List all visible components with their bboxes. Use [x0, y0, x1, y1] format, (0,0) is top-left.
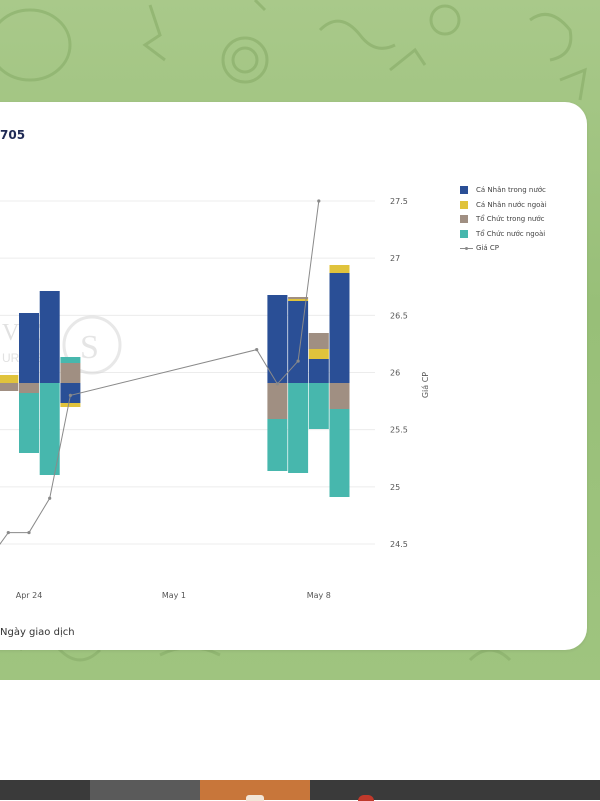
legend-item[interactable]: Cá Nhân trong nước: [460, 183, 600, 198]
legend-label: Cá Nhân trong nước: [476, 186, 546, 195]
legend-swatch: [460, 229, 468, 238]
x-tick-label: May 1: [162, 591, 186, 600]
y-tick-label: 25: [390, 483, 400, 492]
legend-label: Tổ Chức trong nước: [476, 215, 545, 224]
bar-segment: [329, 273, 350, 383]
bar-segment: [60, 363, 81, 383]
bar-segment: [19, 383, 39, 393]
price-point: [296, 359, 300, 363]
legend-swatch: [460, 186, 468, 195]
taskbar-item-active[interactable]: [200, 780, 310, 800]
price-point: [255, 348, 259, 352]
app-icon: [246, 795, 264, 801]
legend-label: Cá Nhân nước ngoài: [476, 200, 547, 209]
y-tick-label: 24.5: [390, 540, 408, 549]
bar-segment: [308, 383, 329, 429]
y-axis-title: Giá CP: [421, 372, 430, 398]
chart-plot: VIET URITIES S 24.52525.52626.52727.5Giá…: [0, 197, 430, 600]
bar-segment: [60, 403, 81, 407]
bar-segment: [267, 295, 288, 383]
legend-line-icon: [460, 244, 473, 252]
bars: [0, 265, 350, 497]
bar-segment: [39, 383, 60, 475]
legend-item[interactable]: Tổ Chức nước ngoài: [460, 227, 600, 242]
bar-segment: [329, 265, 350, 273]
bar-segment: [19, 393, 39, 453]
legend-swatch: [460, 200, 468, 209]
bar-segment: [308, 349, 329, 359]
taskbar-item[interactable]: [90, 780, 200, 800]
legend-label: Giá CP: [476, 244, 499, 253]
x-tick-label: Apr 24: [16, 591, 43, 600]
bar-segment: [19, 313, 39, 383]
legend-item[interactable]: Giá CP: [460, 241, 600, 256]
bar-segment: [0, 383, 19, 391]
legend-item[interactable]: Tổ Chức trong nước: [460, 212, 600, 227]
price-point: [317, 199, 321, 203]
price-point: [48, 496, 52, 500]
bar-segment: [267, 383, 288, 419]
legend-swatch: [460, 215, 468, 224]
bar-segment: [288, 301, 309, 383]
price-point: [6, 530, 10, 535]
taskbar: [0, 780, 600, 800]
x-tick-label: May 8: [307, 591, 331, 600]
price-line: [0, 199, 321, 545]
y-tick-label: 27.5: [390, 197, 408, 206]
price-point: [275, 382, 279, 386]
bar-segment: [60, 357, 81, 363]
x-axis-label: Ngày giao dịch: [0, 627, 75, 638]
bar-segment: [308, 359, 329, 383]
bar-segment: [39, 291, 60, 383]
y-tick-label: 26.5: [390, 311, 408, 320]
y-tick-label: 25.5: [390, 426, 408, 435]
bar-segment: [267, 419, 288, 471]
price-line-path: [0, 200, 320, 545]
price-point: [68, 393, 72, 397]
y-tick-label: 27: [390, 254, 400, 263]
bar-segment: [288, 299, 309, 301]
legend-item[interactable]: Cá Nhân nước ngoài: [460, 198, 600, 213]
legend-label: Tổ Chức nước ngoài: [476, 229, 546, 238]
svg-text:S: S: [80, 329, 99, 366]
bar-segment: [288, 383, 309, 473]
bar-segment: [308, 333, 329, 349]
price-point: [27, 530, 31, 535]
bar-segment: [329, 383, 350, 409]
app-icon: [358, 795, 374, 801]
chart-title: 705: [0, 128, 26, 142]
bar-segment: [0, 375, 19, 383]
bar-segment: [329, 409, 350, 497]
bar-segment: [60, 383, 81, 403]
axes: 24.5 25 25.5 26 26.5 27 27.5 Giá CP Apr 24 May 1 M…: [16, 197, 430, 600]
bar-segment: [288, 297, 309, 299]
legend: Cá Nhân trong nước Cá Nhân nước ngoài Tổ…: [460, 183, 600, 256]
y-tick-label: 26: [390, 369, 400, 378]
